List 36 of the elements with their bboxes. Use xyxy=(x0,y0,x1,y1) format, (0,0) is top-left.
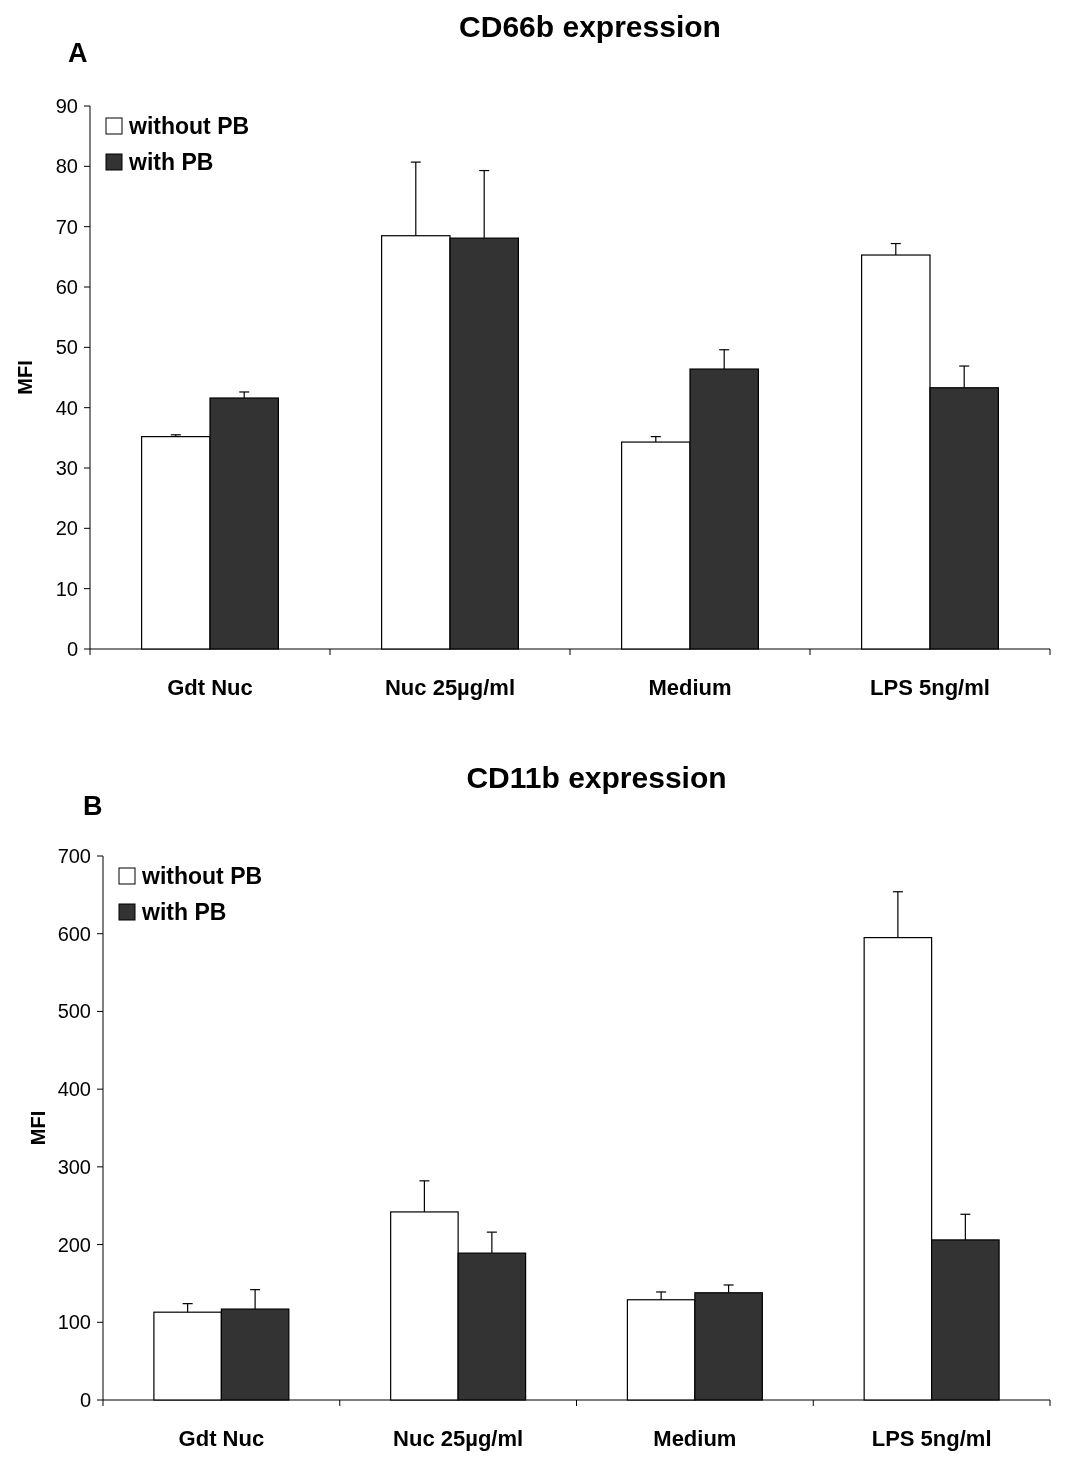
legend-label: without PB xyxy=(141,863,263,890)
y-tick-label: 0 xyxy=(66,638,78,660)
y-tick-label: 70 xyxy=(55,215,78,238)
x-tick-label: LPS 5ng/ml xyxy=(871,1426,992,1451)
y-tick-label: 30 xyxy=(55,457,78,479)
legend-label: with PB xyxy=(128,149,214,176)
x-tick-label: Nuc 25µg/ml xyxy=(384,675,516,700)
y-tick-label: 300 xyxy=(57,1155,91,1178)
x-tick-label: Gdt Nuc xyxy=(167,675,253,700)
y-tick-label: 60 xyxy=(55,276,78,298)
legend-label: without PB xyxy=(128,113,250,140)
x-tick-label: LPS 5ng/ml xyxy=(870,675,990,700)
y-tick-label: 40 xyxy=(55,396,78,419)
y-tick-label: 80 xyxy=(55,155,78,178)
y-tick-label: 50 xyxy=(55,336,78,359)
y-tick-label: 100 xyxy=(57,1311,91,1334)
legend-label: with PB xyxy=(141,899,227,926)
y-tick-label: 500 xyxy=(57,1000,91,1023)
y-tick-label: 10 xyxy=(55,577,78,600)
x-tick-label: Nuc 25µg/ml xyxy=(393,1426,524,1451)
text: A xyxy=(68,38,88,68)
y-axis-title: MFI xyxy=(27,1110,49,1146)
y-tick-label: 90 xyxy=(55,95,78,117)
x-tick-label: Medium xyxy=(648,675,732,700)
y-tick-label: 0 xyxy=(79,1389,91,1411)
y-tick-label: 20 xyxy=(55,517,78,540)
x-tick-label: Medium xyxy=(653,1426,737,1451)
y-tick-label: 200 xyxy=(57,1233,91,1256)
x-tick-label: Gdt Nuc xyxy=(178,1426,265,1451)
y-axis-title: MFI xyxy=(14,360,36,395)
y-tick-label: 700 xyxy=(57,845,91,867)
y-tick-label: 400 xyxy=(57,1078,91,1101)
y-tick-label: 600 xyxy=(57,922,91,945)
chart-title: CD66b expression xyxy=(459,10,721,43)
chart-title: CD11b expression xyxy=(466,761,727,794)
text: B xyxy=(83,791,103,821)
